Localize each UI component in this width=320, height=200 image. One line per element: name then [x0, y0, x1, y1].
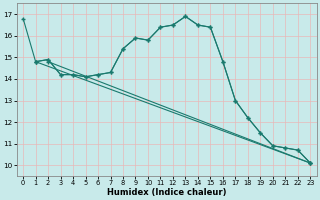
- X-axis label: Humidex (Indice chaleur): Humidex (Indice chaleur): [107, 188, 227, 197]
